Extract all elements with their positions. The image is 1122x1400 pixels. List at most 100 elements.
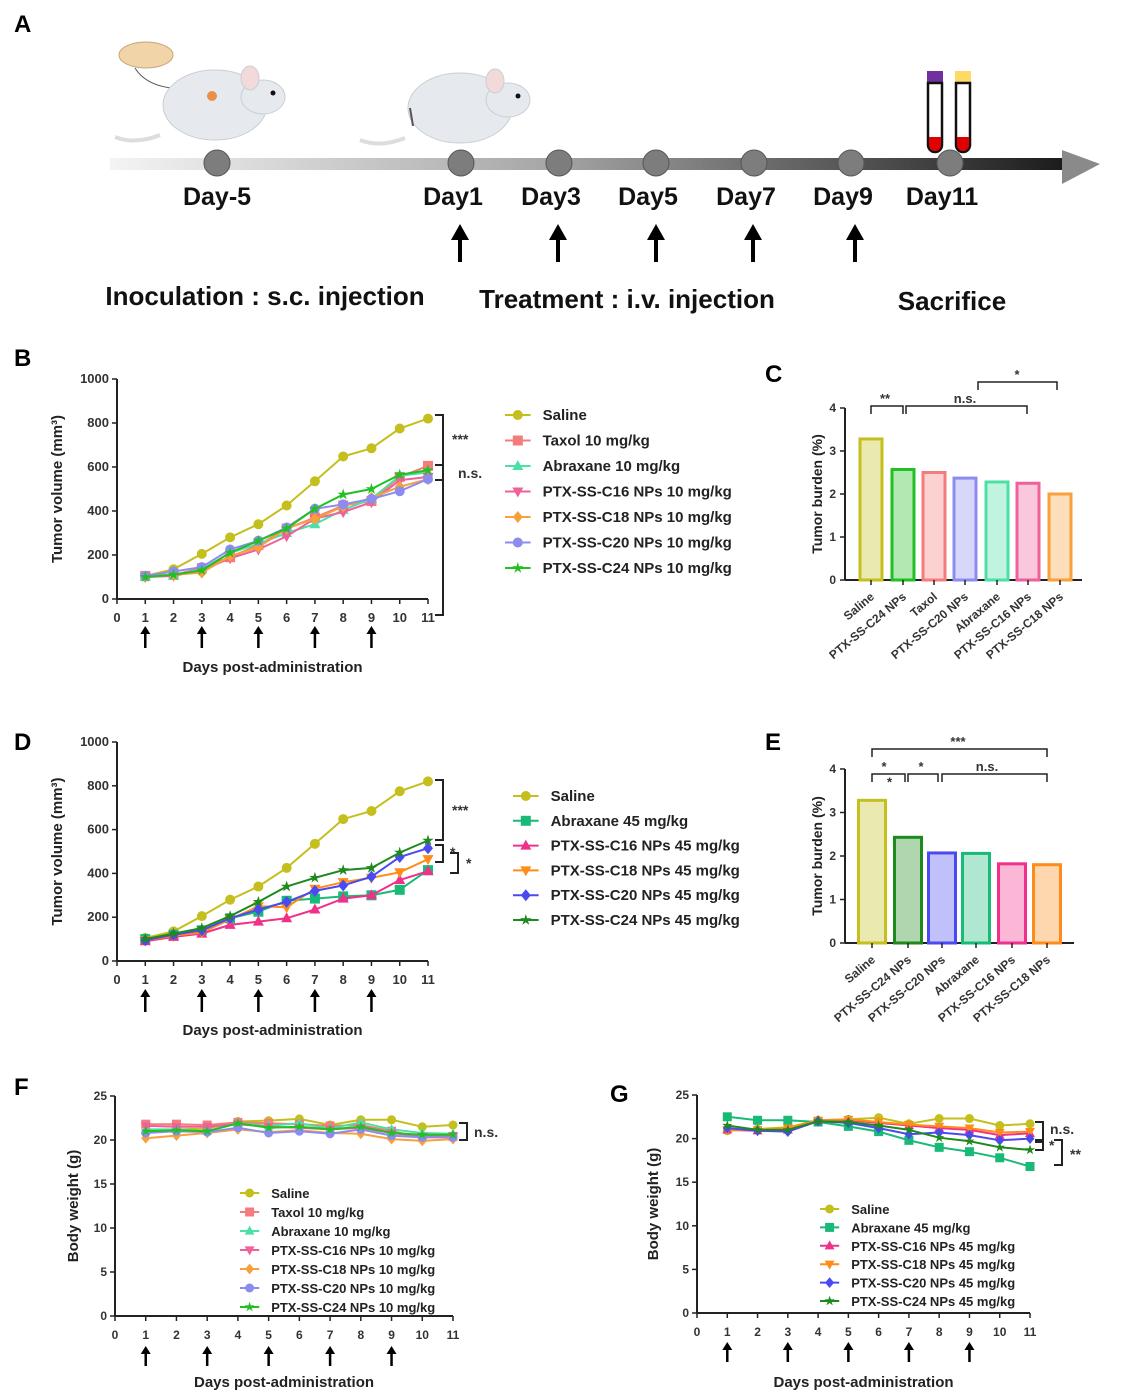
blood-tube-cap <box>927 71 943 83</box>
data-point <box>280 522 293 534</box>
data-point <box>512 562 524 573</box>
y-tick-label: 25 <box>94 1089 108 1103</box>
x-tick-label: 8 <box>357 1328 364 1342</box>
dose-arrow-icon <box>202 1346 213 1354</box>
data-point <box>280 880 293 892</box>
x-tick-label: 5 <box>845 1325 852 1339</box>
x-axis-label: Days post-administration <box>182 1022 362 1039</box>
mouse-ear <box>240 65 260 91</box>
y-tick-label: 20 <box>676 1132 690 1146</box>
y-tick-label: 1 <box>829 530 836 544</box>
data-point <box>964 1124 975 1134</box>
x-tick-label: 4 <box>226 972 234 987</box>
y-tick-label: 10 <box>94 1221 108 1235</box>
significance-label: * <box>1014 367 1020 382</box>
series-5: PTX-SS-C24 NPs 45 mg/kg <box>722 1115 1036 1309</box>
data-point <box>245 1283 255 1293</box>
x-tick-label: 4 <box>226 610 234 625</box>
blood-fill <box>957 137 969 151</box>
y-tick-label: 1000 <box>80 734 109 749</box>
data-point <box>422 834 434 846</box>
bar <box>921 471 947 582</box>
series-2: PTX-SS-C16 NPs 45 mg/kg <box>139 838 740 946</box>
y-tick-label: 1000 <box>80 371 109 386</box>
y-axis-label: Tumor burden (%) <box>809 796 825 916</box>
data-point <box>964 1135 975 1146</box>
data-point <box>512 410 523 420</box>
blood-tube-cap <box>955 71 971 83</box>
y-tick-label: 3 <box>829 806 836 820</box>
dose-arrow-icon <box>386 1346 397 1354</box>
x-axis-label: Days post-administration <box>194 1374 374 1391</box>
data-point <box>417 1122 427 1132</box>
y-axis-label: Tumor volume (mm³) <box>49 777 66 925</box>
data-point <box>824 1240 835 1250</box>
blood-tube-icon <box>954 81 972 154</box>
significance-bracket <box>450 852 459 874</box>
timeline-day-label: Day1 <box>423 183 483 211</box>
legend-label: PTX-SS-C16 NPs 45 mg/kg <box>551 838 740 855</box>
x-tick-label: 3 <box>198 610 205 625</box>
significance-bracket <box>1054 1139 1063 1166</box>
x-tick-label: 6 <box>296 1328 303 1342</box>
data-point <box>824 1295 835 1306</box>
data-point <box>520 914 532 925</box>
timeline-arrowhead-icon <box>1062 150 1100 184</box>
bar <box>997 862 1027 945</box>
data-point <box>995 1134 1005 1146</box>
x-tick-label: 8 <box>340 610 347 625</box>
mouse-eye <box>270 90 276 96</box>
y-axis-label: Tumor volume (mm³) <box>49 415 66 563</box>
data-point <box>337 892 349 903</box>
bar <box>927 851 957 945</box>
data-point <box>325 1124 336 1134</box>
bar <box>961 851 991 945</box>
data-point <box>422 464 434 476</box>
x-tick-label: 2 <box>170 972 177 987</box>
y-tick-label: 200 <box>87 909 109 924</box>
timeline-day-label: Day3 <box>521 183 581 211</box>
legend-label: PTX-SS-C16 NPs 10 mg/kg <box>543 484 732 501</box>
bar <box>1047 492 1073 582</box>
timeline-node <box>642 149 670 177</box>
x-tick-label: 3 <box>198 972 205 987</box>
y-tick-label: 20 <box>94 1133 108 1147</box>
data-point <box>520 866 532 877</box>
data-point <box>309 476 320 487</box>
data-point <box>964 1114 974 1124</box>
legend-label: PTX-SS-C20 NPs 45 mg/kg <box>851 1276 1015 1291</box>
syringe-icon <box>409 107 414 127</box>
line-chart-B: 0 200 400 600 800 1000 0 1 2 3 4 5 6 7 8 9 10 11 Days post… <box>49 371 732 676</box>
data-point <box>281 500 292 511</box>
legend-label: PTX-SS-C24 NPs 45 mg/kg <box>851 1294 1015 1309</box>
x-tick-label: 11 <box>1024 1325 1037 1339</box>
series-5: PTX-SS-C24 NPs 45 mg/kg <box>139 834 740 944</box>
data-point <box>843 1116 854 1127</box>
blood-tube-icon <box>926 81 944 154</box>
data-point <box>753 1115 763 1125</box>
data-point <box>245 1263 255 1275</box>
timeline-bar <box>110 158 1070 170</box>
x-tick-label: 10 <box>392 972 406 987</box>
timeline-node <box>545 149 573 177</box>
data-point <box>423 776 433 787</box>
dose-arrow-icon <box>366 626 377 634</box>
dose-arrow-icon <box>722 1342 733 1350</box>
data-point <box>196 564 208 576</box>
data-point <box>253 903 264 916</box>
timeline-node <box>936 149 964 177</box>
y-tick-label: 3 <box>829 444 836 458</box>
y-tick-label: 0 <box>102 953 109 968</box>
data-point <box>1025 1133 1035 1144</box>
panel-label: E <box>765 729 781 756</box>
data-point <box>252 895 265 907</box>
data-point <box>196 922 208 933</box>
data-point <box>245 1188 255 1198</box>
data-point <box>281 903 293 914</box>
data-point <box>825 1277 835 1288</box>
x-axis-label: Days post-administration <box>773 1374 953 1391</box>
y-tick-label: 0 <box>682 1306 689 1320</box>
data-point <box>387 1115 397 1125</box>
legend-label: PTX-SS-C18 NPs 10 mg/kg <box>543 509 732 526</box>
